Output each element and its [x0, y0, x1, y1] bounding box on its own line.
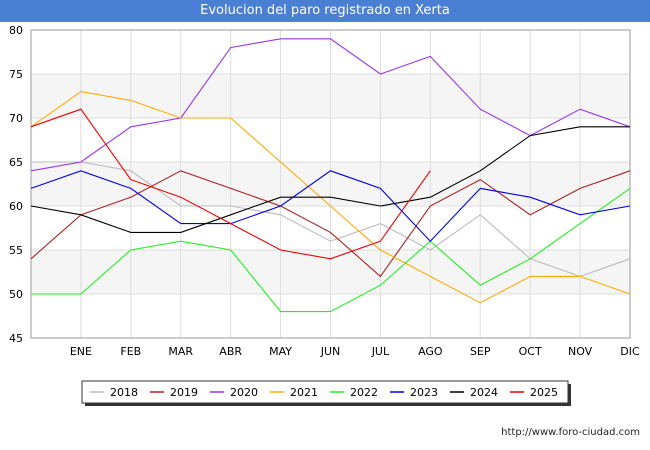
x-tick-label: DIC: [620, 345, 640, 358]
legend-label-2020: 2020: [230, 386, 258, 399]
chart-title: Evolucion del paro registrado en Xerta: [0, 0, 650, 22]
y-tick-label: 70: [9, 112, 23, 125]
legend-box: [81, 380, 569, 404]
x-tick-label: OCT: [519, 345, 542, 358]
x-tick-label: AGO: [418, 345, 443, 358]
legend-label-2022: 2022: [350, 386, 378, 399]
x-tick-label: FEB: [120, 345, 141, 358]
x-tick-label: ENE: [70, 345, 92, 358]
series-line-2023: [30, 170, 631, 243]
y-tick-label: 60: [9, 200, 23, 213]
y-tick-label: 80: [9, 24, 23, 37]
legend-label-2023: 2023: [410, 386, 438, 399]
x-tick-label: JUN: [320, 345, 341, 358]
plot-frame: [30, 29, 631, 339]
legend-label-2018: 2018: [110, 386, 138, 399]
series-line-2019: [30, 170, 631, 278]
x-tick-label: ABR: [219, 345, 242, 358]
y-tick-label: 65: [9, 156, 23, 169]
source-link[interactable]: http://www.foro-ciudad.com: [501, 427, 640, 438]
series-line-2024: [30, 126, 630, 233]
legend-label-2019: 2019: [170, 386, 198, 399]
series-line-2021: [30, 91, 631, 304]
x-tick-label: SEP: [470, 345, 491, 358]
series-line-2025: [30, 108, 431, 260]
series-line-2022: [31, 187, 631, 313]
y-tick-label: 75: [9, 68, 23, 81]
legend-label-2024: 2024: [470, 386, 498, 399]
y-tick-label: 50: [9, 288, 23, 301]
legend-label-2025: 2025: [530, 386, 558, 399]
x-tick-label: NOV: [568, 345, 593, 358]
y-tick-label: 55: [9, 244, 23, 257]
x-tick-label: JUL: [371, 345, 390, 358]
x-tick-label: MAR: [168, 345, 193, 358]
x-tick-label: MAY: [269, 345, 292, 358]
legend-label-2021: 2021: [290, 386, 318, 399]
y-tick-label: 45: [9, 332, 23, 345]
